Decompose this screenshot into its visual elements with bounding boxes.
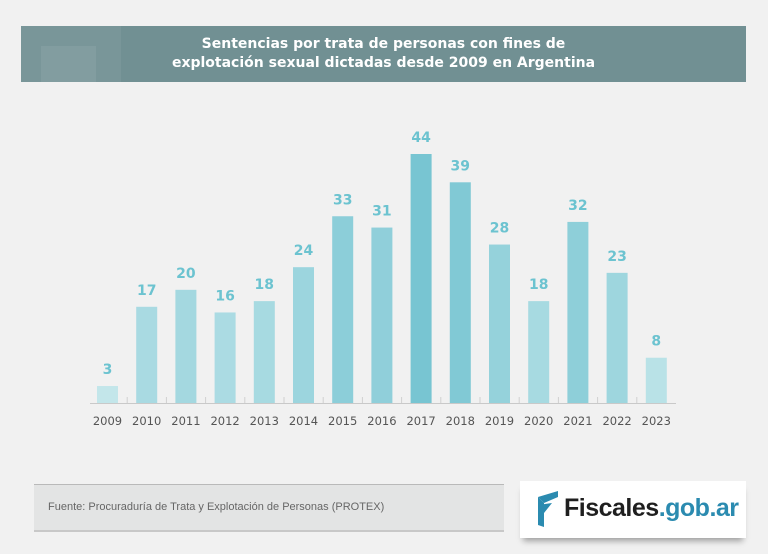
x-tick-label: 2021 [563,414,592,428]
data-label: 33 [333,192,352,208]
x-tick-label: 2016 [367,414,396,428]
bar-2016 [371,227,393,403]
x-tick-label: 2020 [524,414,553,428]
x-tick-label: 2018 [446,414,475,428]
x-tick-label: 2012 [210,414,239,428]
bar-2021 [567,221,589,403]
logo-text: Fiscales.gob.ar [564,494,739,522]
x-tick-label: 2014 [289,414,318,428]
bar-2019 [489,244,510,403]
x-tick-label: 2022 [602,414,631,428]
data-label: 20 [176,266,196,282]
data-label: 39 [451,158,470,174]
chart-title: Sentencias por trata de personas con fin… [21,35,746,73]
x-tick-label: 2013 [250,414,279,428]
bar-2020 [528,301,550,403]
x-tick-label: 2015 [328,414,357,428]
data-label: 16 [215,288,234,304]
chart-title-line-2: explotación sexual dictadas desde 2009 e… [171,55,596,71]
x-tick-label: 2011 [171,414,200,428]
bar-2015 [332,216,354,403]
data-label: 44 [411,130,431,146]
source-text: Fuente: Procuraduría de Trata y Explotac… [48,501,385,513]
data-label: 28 [490,221,509,237]
bar-2023 [645,357,667,403]
data-label: 24 [294,243,314,259]
bar-2012 [214,312,236,403]
data-label: 18 [255,277,274,293]
x-tick-label: 2019 [485,414,514,428]
data-label: 32 [568,198,587,214]
title-banner: Sentencias por trata de personas con fin… [21,26,746,82]
banner-decoration [41,46,96,82]
x-tick-label: 2010 [132,414,161,428]
x-tick-label: 2017 [406,414,435,428]
bar-2017 [410,154,432,403]
bar-2011 [175,289,197,403]
x-tick-label: 2023 [642,414,671,428]
fiscales-logo: Fiscales.gob.ar [520,481,746,538]
data-label: 31 [372,204,391,220]
bar-2010 [136,306,158,403]
data-label: 23 [607,249,626,265]
source-box: Fuente: Procuraduría de Trata y Explotac… [34,484,504,532]
x-tick-label: 2009 [93,414,122,428]
bar-2018 [449,182,471,403]
data-label: 8 [651,334,661,350]
bar-2014 [293,267,314,403]
bar-2013 [253,301,275,403]
chart-title-line-1: Sentencias por trata de personas con fin… [201,36,566,52]
bar-chart: 3 2009 17 2010 20 2011 16 2012 18 2013 24 2014 33 201… [90,130,676,428]
bar-2009 [97,386,118,403]
bar-2022 [606,272,628,403]
banner-decoration [21,26,121,82]
data-label: 17 [137,283,156,299]
data-label: 3 [103,362,113,378]
fiscales-f-icon [538,491,558,527]
data-label: 18 [529,277,548,293]
